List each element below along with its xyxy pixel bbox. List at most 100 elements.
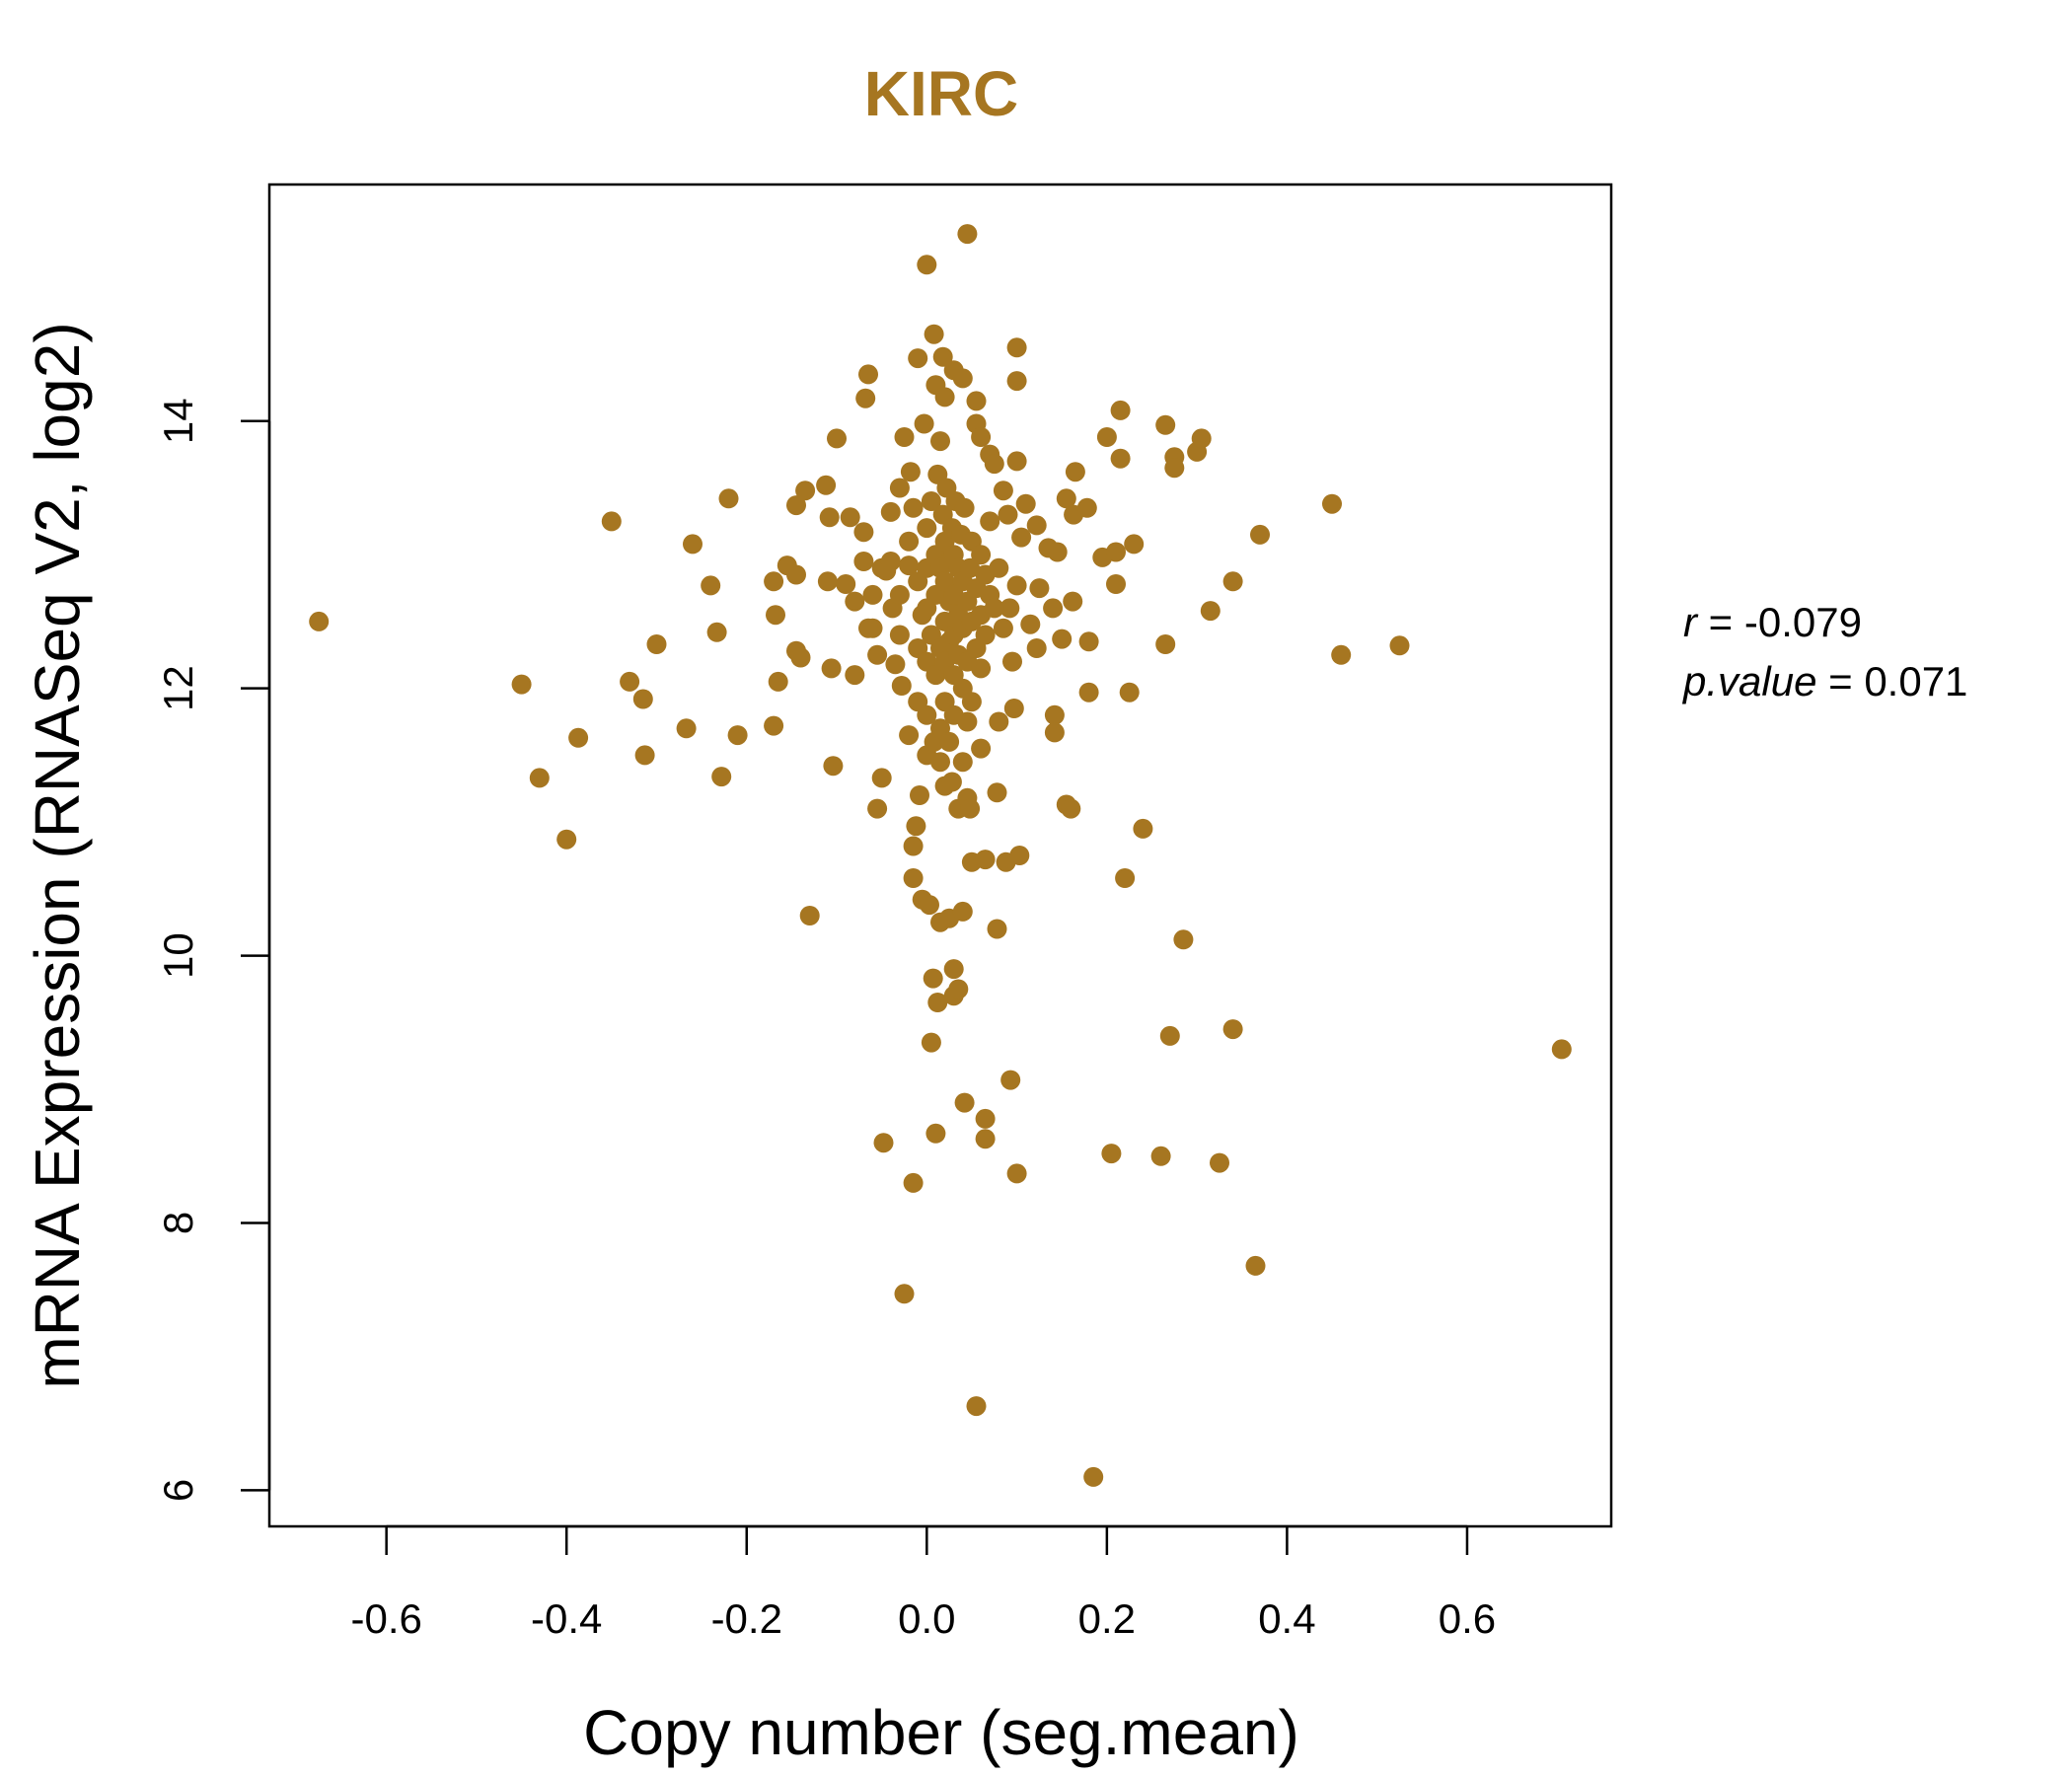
data-point: [1020, 614, 1041, 634]
data-point: [921, 491, 941, 511]
data-point: [764, 571, 784, 592]
data-point: [1063, 591, 1083, 612]
data-point: [966, 1396, 987, 1417]
data-point: [799, 906, 820, 925]
data-point: [1133, 818, 1153, 839]
data-point: [1002, 651, 1022, 672]
data-point: [1164, 458, 1185, 479]
data-point: [889, 478, 910, 498]
data-point: [727, 725, 748, 746]
data-point: [786, 564, 806, 585]
data-point: [998, 504, 1018, 525]
data-point: [975, 625, 996, 645]
data-point: [1200, 601, 1221, 622]
data-point: [1006, 451, 1027, 472]
data-point: [827, 428, 847, 449]
data-point: [795, 481, 816, 501]
data-point: [620, 671, 640, 692]
data-point: [711, 767, 732, 787]
data-point: [984, 454, 1004, 475]
points-layer: [309, 224, 1572, 1487]
data-point: [903, 497, 924, 518]
data-point: [1044, 722, 1065, 743]
x-tick-label: 0.2: [1078, 1595, 1136, 1642]
data-point: [971, 738, 992, 759]
data-point: [925, 1123, 946, 1144]
data-point: [646, 634, 667, 654]
data-point: [908, 348, 928, 369]
data-point: [853, 552, 874, 571]
data-point: [706, 622, 727, 642]
x-axis-label: Copy number (seg.mean): [583, 1697, 1299, 1768]
x-axis: -0.6 -0.4 -0.2 0.0 0.2 0.4 0.6: [350, 1524, 1496, 1642]
data-point: [858, 364, 878, 385]
data-point: [1056, 488, 1076, 509]
data-point: [880, 501, 901, 522]
data-point: [1155, 634, 1176, 654]
data-point: [853, 522, 874, 543]
data-point: [862, 584, 883, 605]
data-point: [1003, 699, 1024, 718]
data-point: [975, 850, 996, 870]
data-point: [1047, 542, 1068, 562]
p-equals: =: [1828, 658, 1865, 704]
data-point: [1000, 1070, 1021, 1090]
data-point: [1065, 462, 1085, 482]
y-tick-label: 8: [155, 1212, 201, 1234]
data-point: [701, 575, 721, 596]
data-point: [1106, 542, 1126, 562]
data-point: [718, 488, 739, 509]
data-point: [867, 798, 888, 819]
correlation-p-value: p.value = 0.071: [1683, 658, 1967, 705]
x-tick-label: 0.4: [1258, 1595, 1315, 1642]
data-point: [1083, 1466, 1104, 1487]
data-point: [819, 507, 840, 528]
data-point: [899, 531, 920, 552]
data-point: [952, 901, 973, 922]
x-tick-label: 0.6: [1439, 1595, 1496, 1642]
data-point: [1078, 682, 1099, 703]
data-point: [836, 574, 856, 594]
data-point: [873, 1133, 894, 1153]
chart-title: KIRC: [864, 58, 1018, 129]
p-value-label: p.value: [1683, 658, 1817, 704]
data-point: [903, 1172, 924, 1193]
data-point: [1044, 704, 1065, 725]
data-point: [817, 571, 838, 592]
data-point: [1115, 868, 1136, 888]
data-point: [957, 711, 978, 732]
data-point: [957, 224, 978, 245]
data-point: [1331, 644, 1352, 665]
data-point: [987, 919, 1007, 939]
data-point: [927, 993, 948, 1012]
data-point: [1078, 631, 1099, 652]
data-point: [960, 798, 981, 819]
data-point: [632, 689, 653, 709]
data-point: [987, 782, 1007, 803]
data-point: [1009, 846, 1030, 865]
data-point: [932, 346, 953, 367]
data-point: [845, 665, 865, 686]
data-point: [954, 497, 975, 518]
data-point: [816, 475, 837, 495]
data-point: [960, 557, 981, 578]
data-point: [1061, 798, 1081, 819]
data-point: [989, 557, 1009, 578]
data-point: [966, 391, 987, 411]
data-point: [1006, 337, 1027, 358]
data-point: [1029, 578, 1050, 599]
data-point: [993, 481, 1013, 501]
data-point: [1159, 1025, 1180, 1046]
y-axis: 6 8 10 12 14: [155, 398, 271, 1502]
data-point: [943, 959, 964, 980]
data-point: [912, 605, 932, 626]
data-point: [823, 756, 844, 777]
data-point: [885, 654, 906, 675]
data-point: [1245, 1255, 1266, 1276]
x-tick-label: 0.0: [898, 1595, 955, 1642]
data-point: [1222, 1019, 1243, 1040]
data-point: [1110, 400, 1131, 420]
r-value: -0.079: [1743, 599, 1862, 645]
data-point: [764, 715, 784, 736]
data-point: [601, 511, 622, 532]
